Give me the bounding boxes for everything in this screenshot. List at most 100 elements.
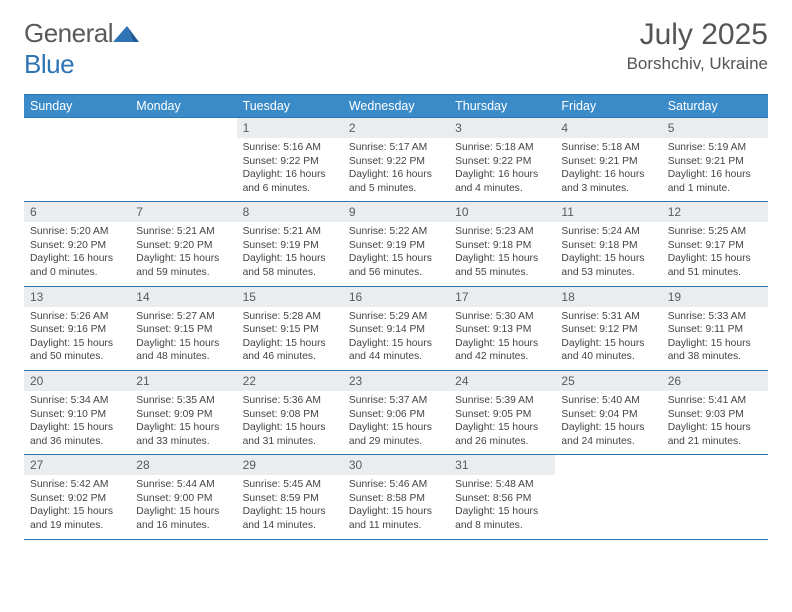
day-cell: 26Sunrise: 5:41 AMSunset: 9:03 PMDayligh… [662,371,768,454]
daylight-line: Daylight: 15 hours and 16 minutes. [136,505,230,532]
daylight-line: Daylight: 15 hours and 59 minutes. [136,252,230,279]
day-info: Sunrise: 5:21 AMSunset: 9:19 PMDaylight:… [237,222,343,285]
logo-triangle-icon [113,24,139,42]
sunrise-line: Sunrise: 5:37 AM [349,394,443,408]
brand-logo: General Blue [24,18,139,80]
day-cell: 1Sunrise: 5:16 AMSunset: 9:22 PMDaylight… [237,118,343,201]
weeks-container: 1Sunrise: 5:16 AMSunset: 9:22 PMDaylight… [24,118,768,540]
sunrise-line: Sunrise: 5:25 AM [668,225,762,239]
daylight-line: Daylight: 15 hours and 46 minutes. [243,337,337,364]
day-number: 13 [24,287,130,307]
day-info: Sunrise: 5:35 AMSunset: 9:09 PMDaylight:… [130,391,236,454]
day-number: 28 [130,455,236,475]
sunrise-line: Sunrise: 5:36 AM [243,394,337,408]
day-number: 21 [130,371,236,391]
day-number: 27 [24,455,130,475]
day-cell [24,118,130,201]
day-number: 31 [449,455,555,475]
sunset-line: Sunset: 9:20 PM [136,239,230,253]
sunset-line: Sunset: 9:02 PM [30,492,124,506]
daylight-line: Daylight: 15 hours and 48 minutes. [136,337,230,364]
day-info: Sunrise: 5:22 AMSunset: 9:19 PMDaylight:… [343,222,449,285]
sunset-line: Sunset: 9:00 PM [136,492,230,506]
daylight-line: Daylight: 15 hours and 51 minutes. [668,252,762,279]
sunset-line: Sunset: 9:14 PM [349,323,443,337]
day-cell: 20Sunrise: 5:34 AMSunset: 9:10 PMDayligh… [24,371,130,454]
day-cell: 27Sunrise: 5:42 AMSunset: 9:02 PMDayligh… [24,455,130,538]
day-header: Thursday [449,95,555,117]
brand-part1: General [24,18,113,48]
sunset-line: Sunset: 9:21 PM [561,155,655,169]
day-number: 2 [343,118,449,138]
sunrise-line: Sunrise: 5:18 AM [455,141,549,155]
sunset-line: Sunset: 9:08 PM [243,408,337,422]
sunset-line: Sunset: 9:15 PM [243,323,337,337]
week-row: 20Sunrise: 5:34 AMSunset: 9:10 PMDayligh… [24,371,768,455]
day-info: Sunrise: 5:23 AMSunset: 9:18 PMDaylight:… [449,222,555,285]
sunset-line: Sunset: 9:09 PM [136,408,230,422]
day-info: Sunrise: 5:37 AMSunset: 9:06 PMDaylight:… [343,391,449,454]
day-number: 20 [24,371,130,391]
week-row: 1Sunrise: 5:16 AMSunset: 9:22 PMDaylight… [24,118,768,202]
day-info: Sunrise: 5:17 AMSunset: 9:22 PMDaylight:… [343,138,449,201]
week-row: 13Sunrise: 5:26 AMSunset: 9:16 PMDayligh… [24,287,768,371]
sunrise-line: Sunrise: 5:31 AM [561,310,655,324]
location: Borshchiv, Ukraine [627,54,768,74]
day-info: Sunrise: 5:44 AMSunset: 9:00 PMDaylight:… [130,475,236,538]
day-cell: 31Sunrise: 5:48 AMSunset: 8:56 PMDayligh… [449,455,555,538]
day-header: Friday [555,95,661,117]
sunset-line: Sunset: 9:03 PM [668,408,762,422]
day-header-row: SundayMondayTuesdayWednesdayThursdayFrid… [24,94,768,118]
day-header: Wednesday [343,95,449,117]
day-info: Sunrise: 5:30 AMSunset: 9:13 PMDaylight:… [449,307,555,370]
daylight-line: Daylight: 15 hours and 19 minutes. [30,505,124,532]
day-info: Sunrise: 5:40 AMSunset: 9:04 PMDaylight:… [555,391,661,454]
daylight-line: Daylight: 15 hours and 38 minutes. [668,337,762,364]
day-number: 30 [343,455,449,475]
sunrise-line: Sunrise: 5:19 AM [668,141,762,155]
sunset-line: Sunset: 9:20 PM [30,239,124,253]
sunrise-line: Sunrise: 5:35 AM [136,394,230,408]
day-info: Sunrise: 5:18 AMSunset: 9:22 PMDaylight:… [449,138,555,201]
sunrise-line: Sunrise: 5:17 AM [349,141,443,155]
day-cell: 16Sunrise: 5:29 AMSunset: 9:14 PMDayligh… [343,287,449,370]
day-cell: 21Sunrise: 5:35 AMSunset: 9:09 PMDayligh… [130,371,236,454]
day-info: Sunrise: 5:33 AMSunset: 9:11 PMDaylight:… [662,307,768,370]
daylight-line: Daylight: 15 hours and 50 minutes. [30,337,124,364]
sunset-line: Sunset: 9:04 PM [561,408,655,422]
sunrise-line: Sunrise: 5:39 AM [455,394,549,408]
day-number: 18 [555,287,661,307]
day-number: 17 [449,287,555,307]
day-info: Sunrise: 5:48 AMSunset: 8:56 PMDaylight:… [449,475,555,538]
day-cell [130,118,236,201]
day-number: 24 [449,371,555,391]
sunrise-line: Sunrise: 5:48 AM [455,478,549,492]
day-info: Sunrise: 5:29 AMSunset: 9:14 PMDaylight:… [343,307,449,370]
day-header: Sunday [24,95,130,117]
daylight-line: Daylight: 15 hours and 33 minutes. [136,421,230,448]
sunset-line: Sunset: 9:19 PM [243,239,337,253]
header: General Blue July 2025 Borshchiv, Ukrain… [24,18,768,80]
day-cell [555,455,661,538]
daylight-line: Daylight: 15 hours and 26 minutes. [455,421,549,448]
sunrise-line: Sunrise: 5:27 AM [136,310,230,324]
sunset-line: Sunset: 9:06 PM [349,408,443,422]
day-info: Sunrise: 5:42 AMSunset: 9:02 PMDaylight:… [24,475,130,538]
sunrise-line: Sunrise: 5:46 AM [349,478,443,492]
day-info: Sunrise: 5:28 AMSunset: 9:15 PMDaylight:… [237,307,343,370]
day-number: 14 [130,287,236,307]
sunrise-line: Sunrise: 5:29 AM [349,310,443,324]
sunset-line: Sunset: 9:05 PM [455,408,549,422]
day-info: Sunrise: 5:26 AMSunset: 9:16 PMDaylight:… [24,307,130,370]
day-number: 23 [343,371,449,391]
sunrise-line: Sunrise: 5:30 AM [455,310,549,324]
brand-part2: Blue [24,49,74,79]
sunrise-line: Sunrise: 5:42 AM [30,478,124,492]
day-info: Sunrise: 5:31 AMSunset: 9:12 PMDaylight:… [555,307,661,370]
day-number: 15 [237,287,343,307]
sunrise-line: Sunrise: 5:20 AM [30,225,124,239]
sunset-line: Sunset: 9:18 PM [561,239,655,253]
day-info: Sunrise: 5:41 AMSunset: 9:03 PMDaylight:… [662,391,768,454]
day-number: 5 [662,118,768,138]
sunset-line: Sunset: 9:22 PM [349,155,443,169]
